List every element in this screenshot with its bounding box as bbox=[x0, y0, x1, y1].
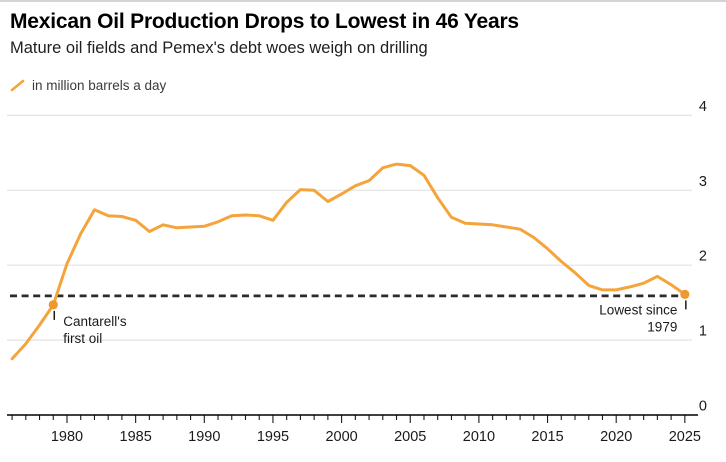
x-axis-label: 2000 bbox=[325, 429, 357, 445]
x-axis-label: 1980 bbox=[51, 429, 83, 445]
line-series-icon bbox=[10, 79, 25, 92]
x-axis-label: 2020 bbox=[600, 429, 632, 445]
x-axis-label: 1990 bbox=[188, 429, 220, 445]
annotation-label: 1979 bbox=[647, 319, 677, 334]
annotation-label: Cantarell's bbox=[63, 314, 127, 329]
x-axis-label: 1995 bbox=[257, 429, 289, 445]
y-axis-label: 1 bbox=[699, 324, 707, 340]
annotation-label: first oil bbox=[63, 331, 102, 346]
annotation-label: Lowest since bbox=[599, 302, 677, 317]
annotation-marker bbox=[680, 289, 690, 300]
x-axis-label: 2005 bbox=[394, 429, 426, 445]
legend: in million barrels a day bbox=[10, 78, 166, 93]
chart-title: Mexican Oil Production Drops to Lowest i… bbox=[10, 10, 519, 33]
legend-label: in million barrels a day bbox=[32, 78, 167, 93]
production-line bbox=[10, 162, 687, 361]
x-axis-label: 2015 bbox=[531, 429, 563, 445]
x-axis-label: 2010 bbox=[463, 429, 495, 445]
annotation-marker bbox=[48, 300, 58, 310]
y-axis-label: 3 bbox=[699, 174, 707, 190]
y-axis-label: 0 bbox=[699, 399, 707, 415]
chart-subtitle: Mature oil fields and Pemex's debt woes … bbox=[10, 39, 428, 57]
x-axis-label: 2025 bbox=[669, 429, 701, 445]
y-axis-label: 2 bbox=[699, 249, 707, 265]
y-axis-label: 4 bbox=[699, 99, 707, 115]
x-axis-label: 1985 bbox=[120, 429, 152, 445]
